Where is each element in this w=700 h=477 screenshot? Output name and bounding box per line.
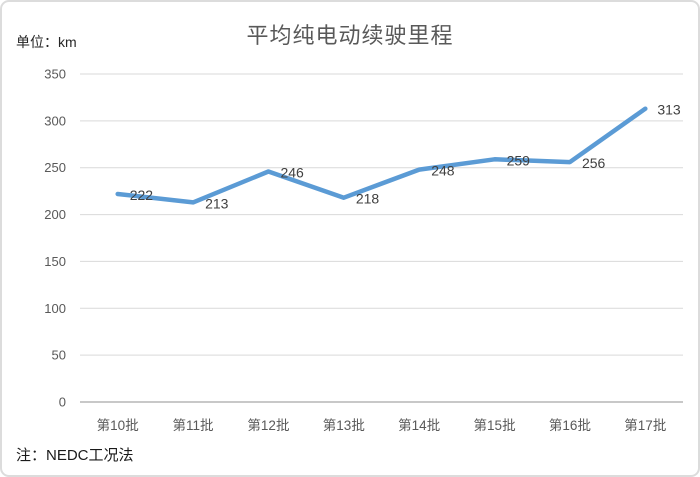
data-point-label: 222 (130, 187, 154, 203)
y-axis-tick-label: 0 (59, 395, 66, 410)
data-series-line (115, 106, 648, 205)
data-point-label: 259 (507, 152, 531, 168)
x-axis-tick-label: 第16批 (549, 417, 591, 433)
data-point-label: 213 (205, 195, 229, 211)
y-axis-tick-label: 350 (44, 67, 66, 82)
y-axis-tick-label: 50 (52, 348, 66, 363)
data-point-label: 313 (657, 102, 681, 118)
y-axis-tick-label: 100 (44, 301, 66, 316)
data-point-label: 256 (582, 155, 606, 171)
x-axis-tick-label: 第10批 (97, 417, 139, 433)
x-axis-tick-label: 第11批 (173, 417, 214, 433)
data-point-label: 246 (280, 164, 304, 180)
footnote: 注：NEDC工况法 (16, 447, 134, 464)
y-axis-tick-label: 300 (44, 113, 66, 128)
y-axis-tick-label: 250 (44, 160, 66, 175)
x-axis-tick-label: 第14批 (398, 417, 440, 433)
unit-label: 单位：km (16, 34, 77, 50)
x-axis-tick-label: 第13批 (323, 417, 365, 433)
y-axis-tick-label: 150 (44, 254, 66, 269)
data-point-label: 248 (431, 163, 455, 179)
x-axis-tick-label: 第12批 (247, 417, 289, 433)
y-axis-tick-label: 200 (44, 207, 66, 222)
x-axis-tick-label: 第17批 (624, 417, 666, 433)
x-axis-tick-label: 第15批 (474, 417, 516, 433)
data-point-label: 218 (356, 191, 380, 207)
